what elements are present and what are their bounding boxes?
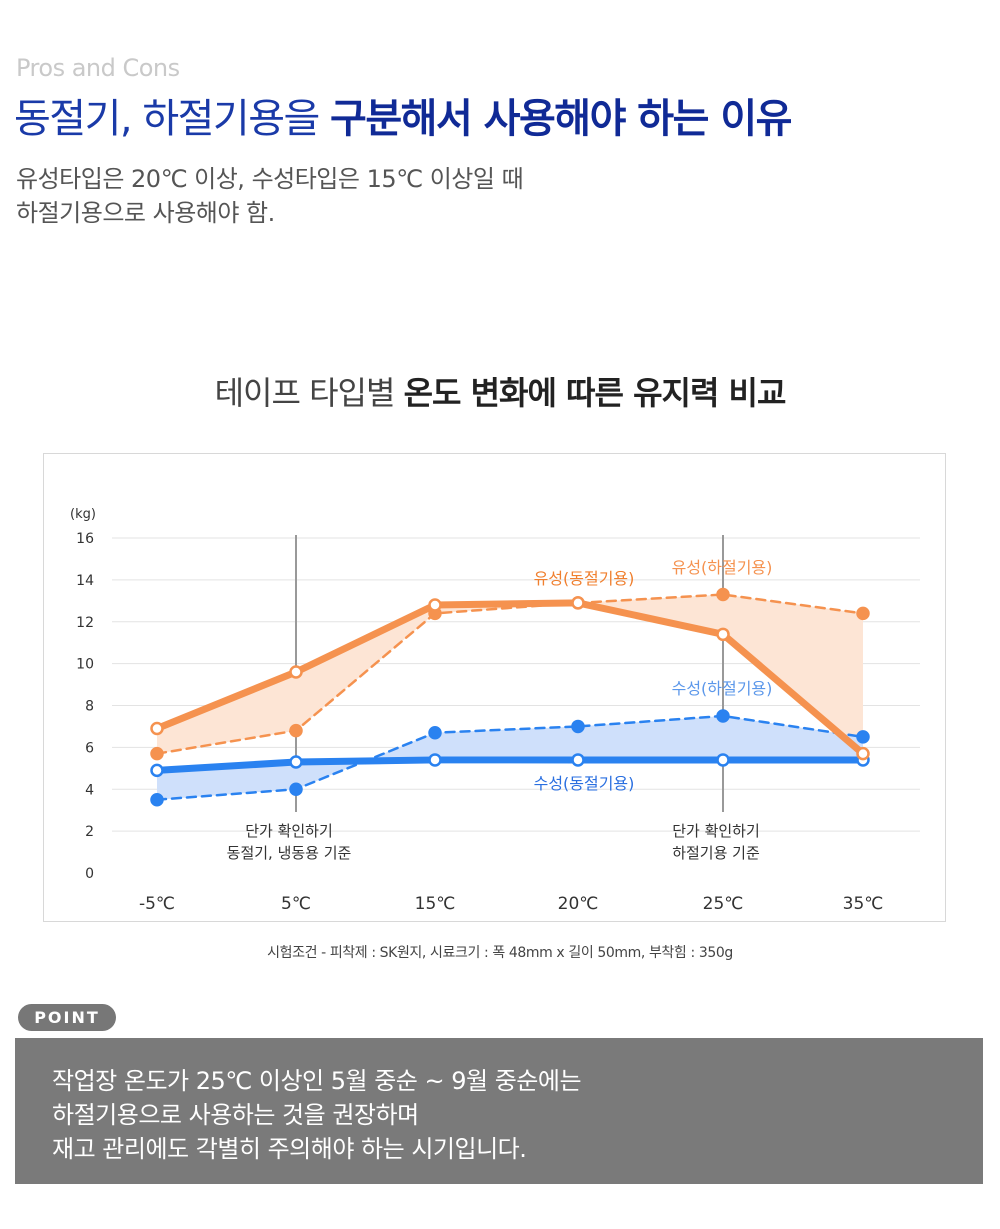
description: 유성타입은 20℃ 이상, 수성타입은 15℃ 이상일 때 하절기용으로 사용해…	[16, 162, 524, 230]
grid-layer	[112, 535, 920, 832]
data-point-oil-summer	[289, 723, 303, 738]
x-tick-label: 20℃	[558, 894, 599, 914]
headline: 동절기, 하절기용을 구분해서 사용해야 하는 이유	[14, 86, 792, 144]
y-tick-label: 4	[85, 782, 94, 798]
data-point-water-winter	[716, 753, 730, 767]
x-tick-label: 25℃	[703, 894, 744, 914]
y-tick-label: 2	[85, 824, 94, 840]
annotation-line-1: 단가 확인하기	[245, 822, 333, 840]
data-point-oil-winter	[856, 746, 870, 761]
point-box: 작업장 온도가 25℃ 이상인 5월 중순 ~ 9월 중순에는 하절기용으로 사…	[15, 1038, 983, 1184]
chart-title-bold: 온도 변화에 따른 유지력 비교	[403, 374, 787, 412]
series-layer	[150, 587, 870, 807]
series-line-oil-summer	[155, 593, 865, 755]
headline-bold: 구분해서 사용해야 하는 이유	[330, 96, 792, 142]
data-point-water-winter	[150, 763, 164, 778]
data-point-water-winter	[289, 755, 303, 769]
y-tick-label: 16	[76, 531, 94, 547]
point-line-1: 작업장 온도가 25℃ 이상인 5월 중순 ~ 9월 중순에는	[52, 1067, 582, 1095]
data-point-water-winter	[571, 753, 585, 767]
data-point-oil-winter	[150, 721, 164, 736]
series-label: 수성(동절기용)	[534, 774, 635, 793]
y-tick-label: 14	[76, 573, 94, 589]
series-label: 유성(하절기용)	[672, 558, 773, 577]
x-tick-label: 35℃	[843, 894, 884, 914]
y-tick-label: 8	[85, 699, 94, 715]
y-tick-label: 10	[76, 657, 94, 673]
eyebrow-text: Pros and Cons	[16, 54, 180, 82]
data-point-water-summer	[150, 792, 164, 807]
x-tick-label: -5℃	[139, 894, 175, 914]
label-layer: 0 2 4 6 8 10 12 14 16 (kg) -5℃ 5℃ 15℃ 20℃ 25℃ 35℃ 단가 확인하…	[70, 507, 883, 914]
data-point-water-summer	[856, 730, 870, 744]
headline-regular: 동절기, 하절기용을	[14, 96, 331, 142]
y-tick-label: 6	[85, 740, 94, 756]
annotation-line-2: 동절기, 냉동용 기준	[227, 844, 352, 862]
x-tick-label: 15℃	[415, 894, 456, 914]
series-line-water-summer	[155, 714, 865, 801]
point-badge: POINT	[18, 1004, 116, 1031]
data-point-water-summer	[716, 709, 730, 723]
data-point-oil-summer	[716, 587, 730, 602]
data-point-oil-winter	[428, 598, 442, 612]
annotation-line-2: 하절기용 기준	[672, 844, 760, 862]
data-point-oil-winter	[716, 627, 730, 642]
data-point-oil-summer	[150, 746, 164, 761]
description-line-2: 하절기용으로 사용해야 함.	[16, 199, 275, 227]
series-label: 유성(동절기용)	[534, 569, 635, 588]
x-tick-label: 5℃	[281, 894, 311, 914]
chart-title: 테이프 타입별 온도 변화에 따른 유지력 비교	[0, 368, 1000, 414]
test-conditions-caption: 시험조건 - 피착제 : SK원지, 시료크기 : 폭 48mm x 길이 50…	[267, 945, 733, 961]
data-point-oil-winter	[571, 596, 585, 610]
data-point-oil-winter	[289, 665, 303, 679]
chart-title-regular: 테이프 타입별	[214, 374, 404, 412]
chart-frame	[43, 453, 946, 922]
y-tick-label: 0	[85, 866, 94, 882]
data-point-water-winter	[428, 753, 442, 767]
series-line-oil-winter	[153, 599, 867, 758]
data-point-water-summer	[289, 782, 303, 796]
data-point-oil-summer	[856, 606, 870, 621]
point-line-2: 하절기용으로 사용하는 것을 권장하며	[52, 1101, 419, 1129]
annotation-line-1: 단가 확인하기	[672, 822, 760, 840]
description-line-1: 유성타입은 20℃ 이상, 수성타입은 15℃ 이상일 때	[16, 165, 524, 193]
y-axis-label: (kg)	[70, 507, 96, 522]
series-line-water-winter	[153, 756, 867, 774]
data-point-water-summer	[571, 719, 585, 734]
y-tick-label: 12	[76, 615, 94, 631]
series-label: 수성(하절기용)	[672, 679, 773, 698]
data-point-water-summer	[428, 725, 442, 740]
point-line-3: 재고 관리에도 각별히 주의해야 하는 시기입니다.	[52, 1135, 527, 1163]
